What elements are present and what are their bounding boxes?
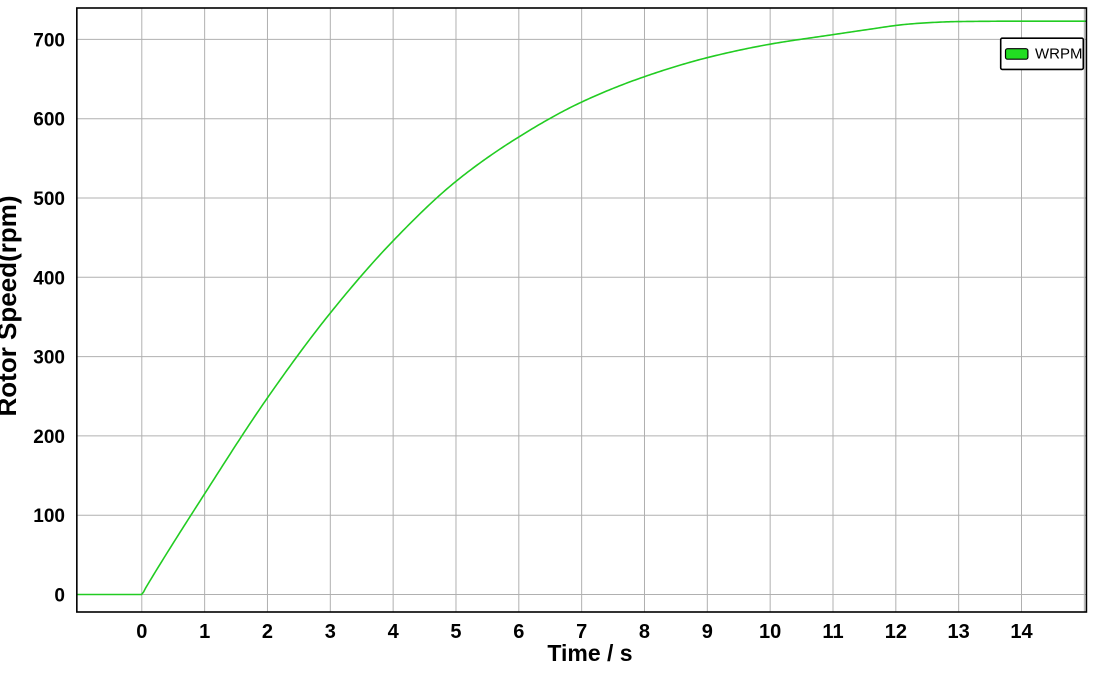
svg-text:2: 2	[262, 621, 273, 643]
svg-text:0: 0	[54, 586, 65, 607]
svg-text:WRPM: WRPM	[1035, 46, 1083, 63]
svg-text:100: 100	[33, 506, 65, 527]
svg-text:8: 8	[639, 621, 650, 643]
svg-text:13: 13	[948, 621, 970, 643]
svg-text:4: 4	[388, 621, 400, 643]
svg-text:0: 0	[136, 621, 147, 643]
svg-text:500: 500	[33, 189, 65, 210]
svg-text:700: 700	[33, 30, 65, 51]
svg-text:14: 14	[1010, 621, 1033, 643]
svg-text:5: 5	[450, 621, 461, 643]
svg-text:300: 300	[33, 348, 65, 369]
svg-text:Time / s: Time / s	[547, 640, 632, 666]
svg-text:12: 12	[885, 621, 907, 643]
svg-text:Rotor Speed(rpm): Rotor Speed(rpm)	[0, 196, 22, 417]
svg-text:9: 9	[702, 621, 713, 643]
svg-text:11: 11	[822, 621, 843, 643]
svg-text:400: 400	[33, 268, 65, 289]
svg-text:10: 10	[759, 621, 781, 643]
svg-text:200: 200	[33, 427, 65, 448]
svg-text:600: 600	[33, 110, 65, 131]
svg-text:1: 1	[199, 621, 210, 643]
svg-text:3: 3	[325, 621, 336, 643]
svg-text:6: 6	[513, 621, 524, 643]
